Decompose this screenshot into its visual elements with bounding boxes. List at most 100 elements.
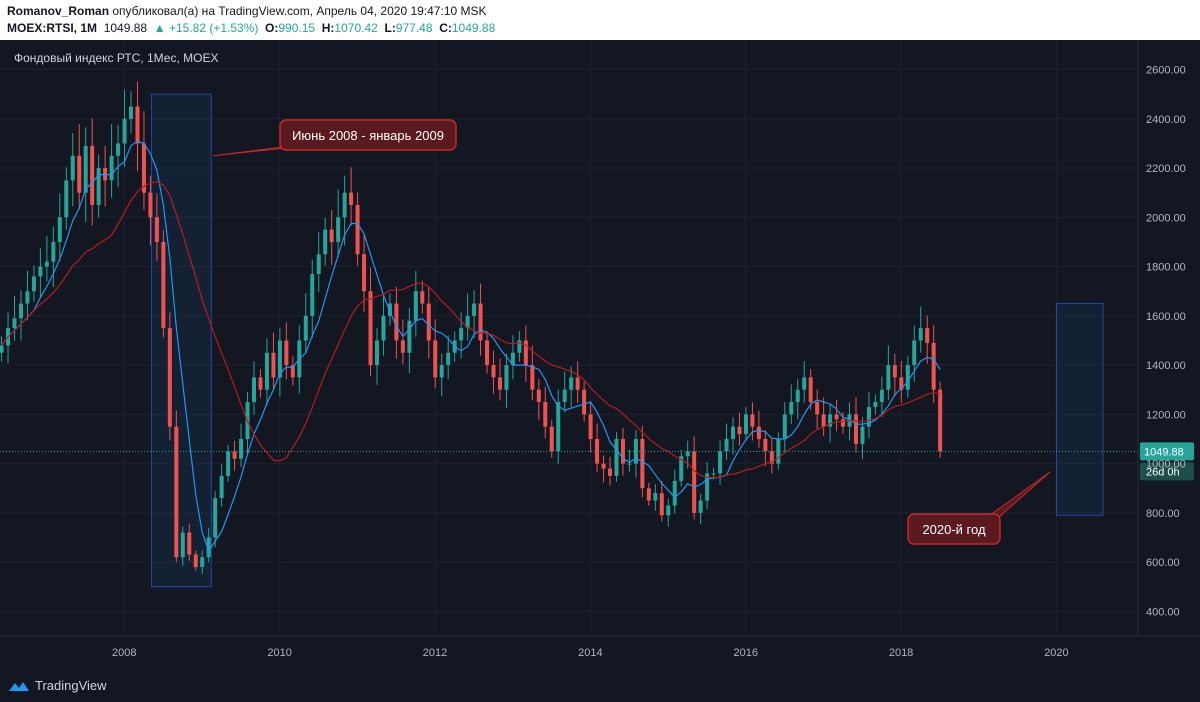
price-chart[interactable]: 1049.88 26d 0h Июнь 2008 - январь 2009 202… — [0, 40, 1200, 668]
candle — [769, 438, 774, 474]
candle — [70, 133, 75, 207]
candle-body — [530, 365, 535, 390]
candle — [543, 386, 548, 439]
candle — [407, 307, 412, 374]
candle — [77, 124, 82, 210]
open-label: O: — [265, 21, 279, 35]
candle-body — [608, 468, 613, 476]
candle — [588, 402, 593, 453]
candle — [730, 417, 736, 455]
candle-body — [349, 192, 354, 206]
candle-body — [569, 377, 574, 390]
candle — [834, 399, 839, 432]
candle-body — [601, 463, 606, 469]
candle — [148, 175, 153, 246]
candle-body — [38, 266, 43, 277]
candle-body — [413, 291, 418, 321]
candle — [381, 296, 386, 356]
candle — [808, 369, 813, 410]
candle — [387, 293, 392, 326]
candle — [763, 430, 768, 467]
candle — [374, 328, 379, 385]
candle — [873, 394, 878, 415]
candle-body — [912, 340, 917, 366]
candle — [633, 430, 638, 478]
candle — [12, 295, 17, 341]
candle-body — [336, 217, 341, 242]
candle — [478, 283, 483, 356]
candle-body — [789, 402, 794, 415]
candle-body — [219, 475, 224, 499]
candle — [51, 226, 56, 288]
candle-body — [821, 414, 826, 427]
moving-averages — [1, 140, 941, 553]
candle-body — [873, 402, 878, 407]
high-value: 1070.42 — [334, 21, 378, 35]
candle-body — [44, 261, 49, 267]
candle-body — [769, 451, 774, 464]
candle-body — [892, 365, 897, 378]
candle-body — [174, 426, 179, 558]
candle — [226, 444, 231, 482]
candle-body — [310, 273, 315, 316]
last-price-tag-label: 1049.88 — [1144, 446, 1184, 458]
candle-body — [18, 303, 23, 319]
candle — [31, 265, 36, 302]
candle-body — [362, 254, 367, 292]
candle-body — [161, 241, 166, 329]
close-value: 1049.88 — [451, 21, 496, 35]
candle-body — [167, 328, 172, 427]
candle — [750, 402, 755, 441]
candle — [18, 290, 23, 341]
tradingview-brand[interactable]: TradingView — [8, 678, 107, 693]
candle — [705, 461, 710, 510]
candle-body — [51, 241, 56, 262]
candle — [756, 410, 761, 448]
candle-body — [323, 229, 328, 255]
candle — [349, 167, 354, 226]
candle — [323, 217, 328, 266]
chart-title: Фондовый индекс РТС, 1Мес, MOEX — [14, 51, 218, 65]
candle-body — [653, 493, 658, 501]
candle-body — [213, 498, 218, 538]
candle-body — [109, 155, 114, 181]
countdown-tag — [1140, 462, 1194, 481]
candle — [336, 189, 341, 258]
candle — [129, 91, 134, 134]
candle — [899, 361, 904, 403]
callout-box — [907, 513, 1001, 545]
symbol-label[interactable]: MOEX:RTSI, 1M — [7, 21, 98, 35]
candle — [116, 124, 121, 188]
candle-body — [426, 303, 431, 341]
candle — [174, 410, 179, 563]
candle — [316, 231, 321, 292]
candle — [206, 527, 211, 563]
candle — [582, 381, 587, 422]
candle-body — [420, 291, 425, 304]
candle — [420, 280, 425, 314]
candle — [167, 312, 172, 441]
candle-body — [879, 389, 884, 403]
candle — [718, 440, 723, 486]
candle — [724, 423, 729, 460]
candle-body — [815, 402, 820, 415]
y-tick-label: 1200.00 — [1146, 409, 1186, 421]
candle-body — [743, 414, 748, 435]
author-name[interactable]: Romanov_Roman — [7, 4, 110, 18]
ohlc-legend: MOEX:RTSI, 1M 1049.88 ▲ +15.82 (+1.53%) … — [7, 21, 495, 35]
candle-body — [705, 473, 710, 501]
candle-body — [834, 414, 839, 420]
candle — [536, 379, 541, 420]
candle-body — [659, 493, 664, 516]
candle-body — [433, 340, 438, 378]
candle-body — [374, 340, 379, 366]
candle — [841, 412, 846, 434]
candle-body — [782, 414, 787, 439]
tradingview-logo-icon — [9, 681, 29, 691]
candle-body — [465, 315, 470, 329]
candle-body — [251, 377, 257, 403]
candle-body — [439, 365, 444, 378]
candle-body — [776, 438, 781, 464]
candle-body — [141, 143, 146, 193]
candle-body — [724, 438, 729, 452]
